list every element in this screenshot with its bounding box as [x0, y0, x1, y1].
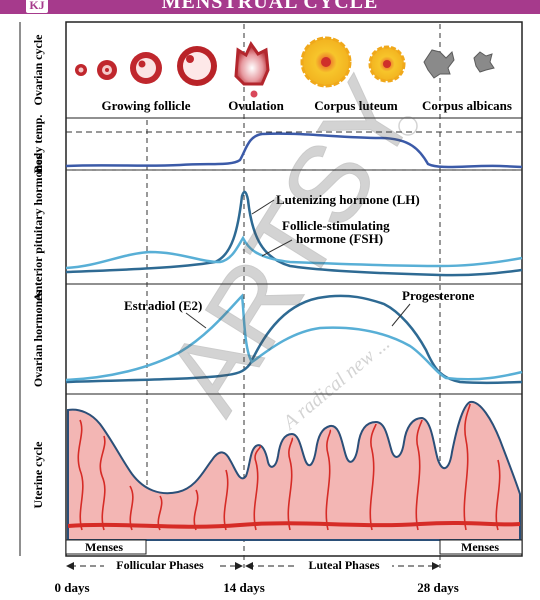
- menses-box-right: [439, 539, 523, 555]
- row-label-ovarian-cycle: Ovarian cycle: [31, 34, 45, 106]
- row-label-body-temp: Body temp.: [31, 115, 45, 174]
- label-luteal-phase: Luteal Phases: [308, 558, 379, 572]
- body-temp-curve: [65, 132, 523, 169]
- luteal-label-bg: [298, 558, 392, 572]
- title-banner: KJ MENSTRUAL CYCLE: [0, 0, 540, 14]
- progesterone-pointer: [391, 303, 411, 327]
- registered-mark-icon: [398, 116, 418, 136]
- label-fsh-line2: hormone (FSH): [296, 231, 383, 246]
- watermark: ARTSY A radical new ...: [142, 58, 441, 435]
- corpus-luteum-illustrations: [300, 36, 406, 88]
- follicular-arrowhead-left: [66, 562, 74, 570]
- label-growing-follicle: Growing follicle: [102, 98, 191, 113]
- row-label-ovarian-hormones: Ovarian hormones: [31, 291, 45, 388]
- label-progesterone: Progesterone: [402, 288, 475, 303]
- label-menses-left: Menses: [85, 540, 123, 554]
- page-title: MENSTRUAL CYCLE: [161, 0, 379, 13]
- lh-pointer: [251, 199, 275, 215]
- estradiol-curve: [65, 293, 523, 382]
- label-corpus-luteum: Corpus luteum: [314, 98, 398, 113]
- watermark-main: ARTSY: [142, 58, 440, 433]
- label-estradiol: Estradiol (E2): [124, 298, 202, 313]
- label-lh: Lutenizing hormone (LH): [276, 192, 420, 207]
- ovulation-illustration: [234, 40, 270, 98]
- row-label-anterior-pituitary: Anterior pituitary hormones: [31, 154, 45, 301]
- label-fsh-line1: Follicle-stimulating: [282, 218, 390, 233]
- row-label-uterine-cycle: Uterine cycle: [31, 441, 45, 509]
- uterine-lining-illustration: [67, 400, 521, 541]
- label-day-0: 0 days: [54, 580, 89, 595]
- label-follicular-phase: Follicular Phases: [116, 558, 204, 572]
- fsh-pointer: [261, 239, 293, 257]
- lh-curve: [65, 190, 523, 277]
- menses-box-left: [65, 539, 147, 555]
- diagram-frame: [65, 21, 523, 557]
- publisher-logo: KJ: [26, 0, 48, 13]
- luteal-arrowhead-left: [245, 562, 253, 570]
- label-corpus-albicans: Corpus albicans: [422, 98, 512, 113]
- label-ovulation: Ovulation: [228, 98, 284, 113]
- luteal-arrowhead-right: [432, 562, 440, 570]
- corpus-albicans-illustrations: [423, 49, 495, 79]
- menstrual-cycle-diagram: Ovarian cycle Body temp. Anterior pituit…: [19, 21, 523, 595]
- growing-follicle-illustrations: [75, 46, 217, 86]
- label-day-14: 14 days: [223, 580, 265, 595]
- label-day-28: 28 days: [417, 580, 459, 595]
- follicular-arrowhead-right: [235, 562, 243, 570]
- label-menses-right: Menses: [461, 540, 499, 554]
- follicular-label-bg: [104, 558, 216, 572]
- basal-layer-vessel: [67, 521, 521, 529]
- estradiol-pointer: [185, 312, 207, 329]
- fsh-curve: [65, 235, 523, 270]
